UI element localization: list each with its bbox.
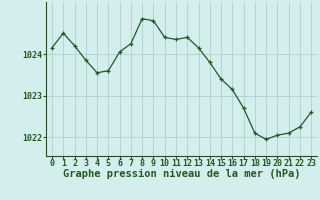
X-axis label: Graphe pression niveau de la mer (hPa): Graphe pression niveau de la mer (hPa)	[63, 169, 300, 179]
